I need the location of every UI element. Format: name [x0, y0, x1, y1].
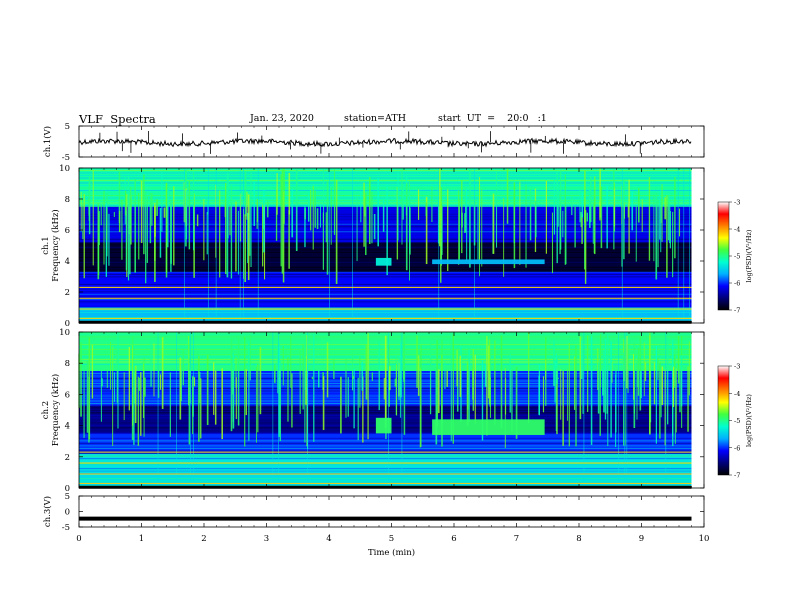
ch1-colorbar-label: log(PSD)(V²/Hz) — [745, 229, 753, 282]
x-tick-label: 1 — [139, 534, 144, 544]
ch2-colorbar — [717, 365, 730, 476]
colorbar-tick-label: -4 — [734, 226, 740, 234]
colorbar-tick-label: -3 — [734, 363, 740, 371]
y-tick-label: 10 — [59, 328, 70, 338]
ch3-waveform-frame — [78, 495, 705, 528]
ch3-waveform-ylabel: ch.3(V) — [42, 496, 53, 527]
ch2-spectrogram-panel — [78, 331, 732, 489]
colorbar-tick-label: -6 — [734, 280, 740, 288]
ch2-ylabel-frequency: Frequency (kHz) — [50, 374, 61, 446]
colorbar-tick-label: -6 — [734, 444, 740, 452]
x-tick-label: 8 — [576, 534, 581, 544]
y-tick-label: 0 — [65, 508, 70, 518]
ch1-ylabel-frequency: Frequency (kHz) — [50, 209, 61, 281]
chart-title: VLF Spectra — [79, 112, 156, 126]
x-tick-label: 3 — [264, 534, 269, 544]
y-tick-label: 2 — [65, 288, 70, 298]
y-tick-label: 8 — [65, 195, 70, 205]
x-axis-label: Time (min) — [368, 547, 415, 558]
y-tick-label: 0 — [65, 319, 70, 329]
emission-patch — [375, 417, 392, 434]
y-tick-label: 4 — [65, 422, 70, 432]
y-tick-label: 5 — [65, 492, 70, 502]
ch1-colorbar — [717, 201, 730, 311]
x-tick-label: 4 — [326, 534, 331, 544]
x-tick-label: 10 — [699, 534, 710, 544]
colorbar-tick-label: -7 — [734, 307, 740, 315]
x-tick-label: 5 — [389, 534, 394, 544]
x-tick-label: 0 — [76, 534, 81, 544]
emission-patch — [432, 419, 545, 435]
x-tick-label: 7 — [514, 534, 519, 544]
ch2-colorbar-label: log(PSD)(V²/Hz) — [745, 394, 753, 447]
ch1-waveform-line — [78, 137, 692, 148]
y-tick-label: 8 — [65, 359, 70, 369]
station-label: station=ATH — [344, 113, 406, 124]
x-tick-label: 2 — [201, 534, 206, 544]
y-tick-label: 5 — [65, 122, 70, 132]
colorbar-tick-label: -7 — [734, 472, 740, 480]
y-tick-label: -5 — [62, 523, 70, 533]
y-tick-label: 4 — [65, 257, 70, 267]
ch1-spectrogram-panel — [79, 167, 732, 324]
y-tick-label: 0 — [65, 484, 70, 494]
y-tick-label: 6 — [65, 390, 70, 400]
x-tick-label: 6 — [451, 534, 456, 544]
y-tick-label: 10 — [59, 164, 70, 174]
y-tick-label: -5 — [62, 153, 70, 163]
ch1-waveform-panel — [78, 131, 692, 154]
x-tick-label: 9 — [639, 534, 644, 544]
ch1-ylabel-channel: ch.1 — [41, 236, 51, 254]
start-time-label: start UT = 20:0 :1 — [438, 113, 547, 124]
ch2-ylabel-channel: ch.2 — [41, 401, 51, 419]
colorbar-tick-label: -5 — [734, 253, 740, 261]
colorbar-tick-label: -4 — [734, 390, 740, 398]
ch1-waveform-ylabel: ch.1(V) — [42, 126, 53, 157]
colorbar-tick-label: -3 — [734, 199, 740, 207]
emission-patch — [375, 257, 392, 266]
date-label: Jan. 23, 2020 — [250, 113, 314, 124]
emission-patch — [432, 259, 545, 265]
y-tick-label: 2 — [65, 453, 70, 463]
colorbar-tick-label: -5 — [734, 417, 740, 425]
y-tick-label: 6 — [65, 226, 70, 236]
